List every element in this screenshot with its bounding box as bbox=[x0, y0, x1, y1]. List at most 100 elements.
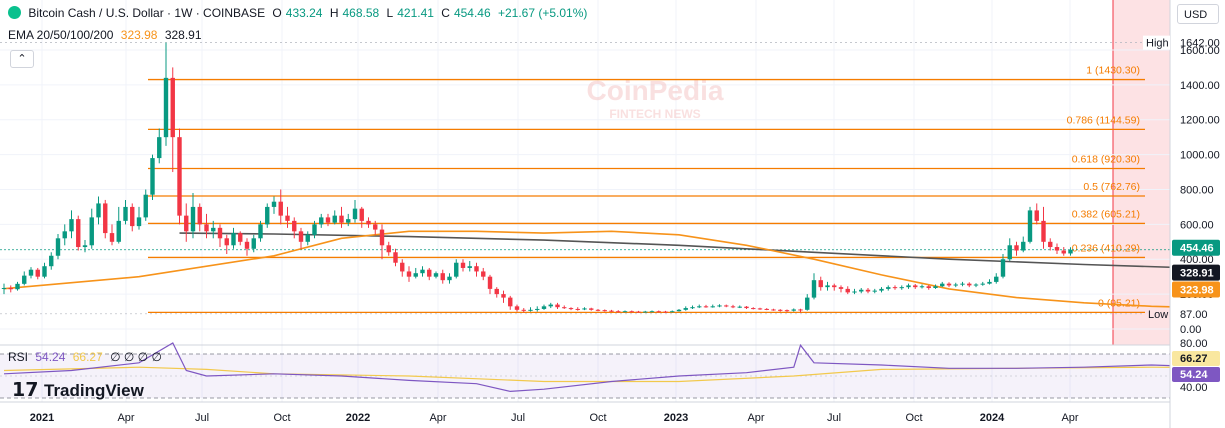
time-tick-label: Oct bbox=[905, 412, 922, 424]
candle-body bbox=[366, 220, 371, 225]
candle-body bbox=[278, 201, 283, 216]
candle-body bbox=[1021, 241, 1026, 251]
candle-body bbox=[339, 215, 344, 223]
fib-label: 1 (1430.30) bbox=[1086, 65, 1140, 77]
candle-body bbox=[251, 238, 256, 249]
candle-body bbox=[116, 220, 121, 242]
ema-fast-pill bbox=[1172, 281, 1220, 298]
candle-body bbox=[103, 203, 108, 234]
candle-body bbox=[636, 311, 641, 313]
fib-label: 0.236 (410.29) bbox=[1072, 242, 1140, 254]
candle-body bbox=[953, 284, 958, 286]
candle-body bbox=[521, 309, 526, 311]
candle-body bbox=[224, 238, 229, 246]
price-tick-label: 0.00 bbox=[1180, 324, 1201, 336]
candle-body bbox=[548, 304, 553, 307]
fib-label: 0.5 (762.76) bbox=[1083, 181, 1140, 193]
ema-value-1: 323.98 bbox=[120, 28, 158, 42]
candle-body bbox=[879, 288, 884, 291]
candle-body bbox=[42, 266, 47, 277]
time-tick-label: 2021 bbox=[30, 412, 54, 424]
candle-body bbox=[825, 285, 830, 288]
candle-body bbox=[771, 309, 776, 311]
rsi-label[interactable]: RSI bbox=[8, 350, 29, 364]
currency-button[interactable]: USD bbox=[1177, 4, 1219, 24]
rsi-empty-values: ∅ ∅ ∅ ∅ bbox=[110, 350, 162, 364]
candle-body bbox=[676, 309, 682, 312]
candle-body bbox=[575, 308, 580, 310]
candle-body bbox=[130, 206, 135, 227]
rsi-legend[interactable]: RSI 54.24 66.27 ∅ ∅ ∅ ∅ bbox=[8, 350, 166, 364]
candle-body bbox=[298, 231, 304, 242]
candle-body bbox=[265, 206, 270, 225]
time-axis[interactable]: 2021 Apr Jul Oct 2022 Apr Jul Oct 2023 Apr Jul Oct 2… bbox=[0, 401, 1170, 424]
candle-body bbox=[778, 309, 783, 311]
candle-body bbox=[427, 269, 432, 277]
collapse-legend-button[interactable]: ⌃ bbox=[10, 50, 34, 68]
high-tag-label: High bbox=[1146, 38, 1169, 50]
candle-body bbox=[913, 285, 918, 288]
open-value: 433.24 bbox=[285, 6, 323, 20]
price-axis[interactable]: 0.00200.00400.00600.00800.001000.001200.… bbox=[1143, 0, 1225, 428]
ema-label[interactable]: EMA 20/50/100/200 bbox=[8, 28, 114, 42]
candle-body bbox=[204, 224, 209, 232]
ema-legend[interactable]: EMA 20/50/100/200 323.98 328.91 bbox=[8, 28, 206, 42]
time-tick-label: 2024 bbox=[980, 412, 1005, 424]
candle-body bbox=[8, 288, 13, 290]
candle-body bbox=[919, 286, 925, 288]
ema-slow-label: 328.91 bbox=[1180, 268, 1214, 280]
ema-fast-line bbox=[3, 230, 1225, 310]
candle-body bbox=[643, 311, 648, 313]
time-tick-label: Oct bbox=[589, 412, 606, 424]
candle-body bbox=[845, 288, 850, 293]
candle-body bbox=[177, 137, 182, 216]
symbol-title[interactable]: Bitcoin Cash / U.S. Dollar · 1W · COINBA… bbox=[28, 6, 266, 20]
candle-body bbox=[622, 311, 628, 313]
rsi-pane[interactable] bbox=[0, 342, 1225, 399]
candle-body bbox=[305, 234, 310, 242]
candle-body bbox=[967, 283, 972, 286]
rsi-tick-label: 40.00 bbox=[1180, 382, 1208, 394]
fibonacci-levels: 1 (1430.30) 0.786 (1144.59) 0.618 (920.30)… bbox=[0, 42, 1170, 315]
candle-body bbox=[238, 233, 243, 242]
candle-body bbox=[49, 255, 54, 267]
candle-body bbox=[190, 206, 196, 232]
rsi-line bbox=[3, 342, 1225, 393]
tradingview-logo: 𝟭𝟳 TradingView bbox=[12, 380, 145, 401]
symbol-header: Bitcoin Cash / U.S. Dollar · 1W · COINBA… bbox=[8, 6, 591, 20]
candle-body bbox=[751, 308, 756, 310]
candle-body bbox=[69, 219, 74, 232]
candle-body bbox=[454, 262, 459, 277]
close-value: 454.46 bbox=[453, 6, 491, 20]
candle-body bbox=[325, 217, 331, 223]
candle-body bbox=[406, 271, 412, 277]
candle-body bbox=[892, 287, 898, 289]
candle-body bbox=[994, 276, 999, 282]
price-tick-label: 800.00 bbox=[1180, 184, 1214, 196]
tv-logo-mark: 𝟭𝟳 bbox=[12, 380, 38, 401]
change-value: +21.67 (+5.01%) bbox=[497, 6, 588, 20]
candle-body bbox=[96, 203, 101, 218]
time-tick-label: Apr bbox=[429, 412, 446, 424]
candle-body bbox=[359, 208, 364, 221]
candle-body bbox=[744, 306, 749, 309]
candle-body bbox=[656, 311, 661, 313]
candle-body bbox=[541, 306, 547, 309]
low-label: L bbox=[386, 6, 394, 20]
candle-body bbox=[798, 309, 803, 311]
candle-body bbox=[859, 289, 864, 292]
candle-body bbox=[319, 217, 324, 225]
ema-fast-label: 323.98 bbox=[1180, 284, 1214, 296]
time-tick-label: Jul bbox=[195, 412, 209, 424]
bitcoin-cash-icon bbox=[8, 6, 21, 19]
rsi-tick-label: 80.00 bbox=[1180, 338, 1208, 350]
candle-body bbox=[805, 297, 810, 310]
candle-body bbox=[231, 233, 236, 246]
candle-body bbox=[76, 219, 81, 248]
candle-body bbox=[136, 217, 142, 227]
candle-body bbox=[629, 311, 634, 313]
candle-body bbox=[690, 307, 695, 309]
watermark-line2: FINTECH NEWS bbox=[609, 107, 700, 121]
candle-body bbox=[757, 308, 763, 310]
